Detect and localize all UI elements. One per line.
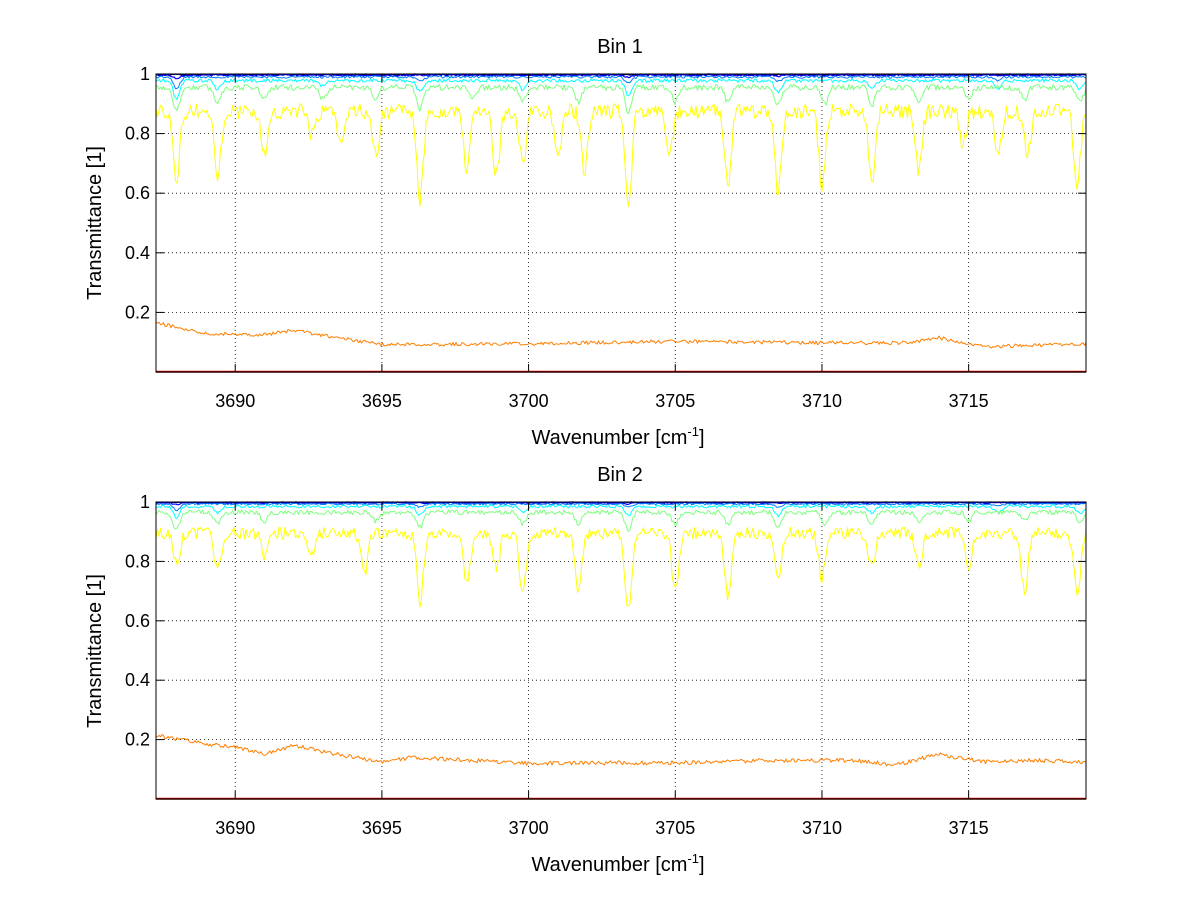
series-line-7 [156, 321, 1086, 349]
x-axis-label-superscript: -1 [687, 851, 699, 866]
subplot-bin-2: Bin 2 Transmittance [1] Wavenumber [cm-1… [84, 464, 1087, 876]
x-tick-label: 3695 [362, 818, 402, 838]
y-tick-label: 0.4 [125, 243, 150, 263]
x-tick-label: 3710 [802, 391, 842, 411]
y-tick-label: 0.8 [125, 124, 150, 144]
x-tick-label: 3700 [509, 391, 549, 411]
series-line-6 [156, 103, 1086, 207]
series-line-6 [156, 526, 1086, 608]
x-axis-label-base: Wavenumber [cm [531, 427, 687, 449]
x-axis-label: Wavenumber [cm-1] [531, 851, 704, 876]
y-tick-label: 0.2 [125, 730, 150, 750]
series-line-5 [156, 509, 1086, 532]
x-tick-label: 3690 [215, 391, 255, 411]
x-tick-label: 3715 [949, 818, 989, 838]
series-line-3 [156, 75, 1086, 90]
series-line-5 [156, 83, 1086, 115]
series-line-4 [156, 504, 1086, 519]
chart-title: Bin 2 [597, 464, 643, 486]
plot-area [156, 502, 1086, 799]
series-line-7 [156, 733, 1086, 767]
x-tick-label: 3690 [215, 818, 255, 838]
x-tick-label: 3710 [802, 818, 842, 838]
x-axis-label: Wavenumber [cm-1] [531, 424, 704, 449]
y-tick-label: 0.2 [125, 302, 150, 322]
y-axis-label: Transmittance [1] [84, 146, 106, 300]
x-axis-label-close: ] [699, 427, 705, 449]
plot-area [156, 74, 1086, 372]
x-tick-label: 3715 [949, 391, 989, 411]
y-tick-label: 0.6 [125, 611, 150, 631]
x-axis-label-base: Wavenumber [cm [531, 854, 687, 876]
x-tick-label: 3705 [655, 818, 695, 838]
x-tick-label: 3695 [362, 391, 402, 411]
series-line-3 [156, 502, 1086, 512]
y-tick-label: 1 [140, 492, 150, 512]
axes-frame [155, 501, 1087, 800]
y-axis-label: Transmittance [1] [84, 574, 106, 728]
y-tick-label: 0.6 [125, 183, 150, 203]
x-tick-label: 3705 [655, 391, 695, 411]
y-tick-label: 0.4 [125, 670, 150, 690]
subplot-bin-1: Bin 1 Transmittance [1] Wavenumber [cm-1… [84, 36, 1087, 449]
series-line-4 [156, 78, 1086, 101]
x-axis-label-superscript: -1 [687, 424, 699, 439]
axes-frame [155, 73, 1087, 373]
y-tick-label: 0.8 [125, 551, 150, 571]
y-tick-label: 1 [140, 64, 150, 84]
x-tick-label: 3700 [509, 818, 549, 838]
chart-title: Bin 1 [597, 36, 643, 58]
x-axis-label-close: ] [699, 854, 705, 876]
